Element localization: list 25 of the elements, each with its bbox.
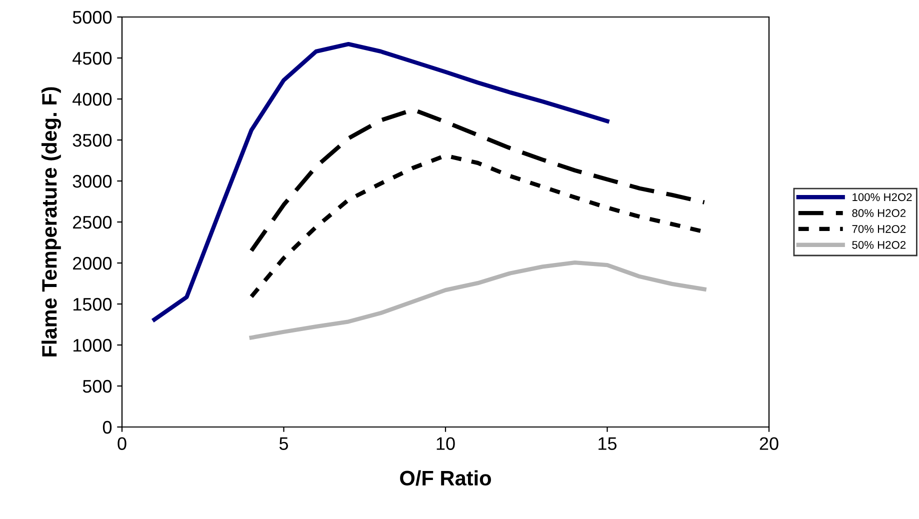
y-tick-label: 3000 (72, 174, 112, 188)
y-tick-label: 500 (82, 380, 112, 393)
y-tick-label: 5000 (72, 10, 112, 24)
y-tick-label: 4500 (72, 52, 112, 65)
y-tick-label: 0 (102, 420, 112, 434)
legend-label: 100% H2O2 (852, 193, 912, 202)
x-tick-label: 5 (279, 437, 288, 450)
line-series (249, 260, 706, 340)
x-tick-label: 15 (598, 437, 617, 450)
legend-label: 70% H2O2 (852, 225, 906, 233)
x-tick-label: 20 (760, 437, 778, 450)
y-axis-title: Flame Temperature (deg. F) (41, 87, 62, 356)
x-tick-label: 0 (118, 437, 126, 450)
y-tick-label: 2500 (73, 216, 112, 229)
y-tick-label: 4000 (72, 92, 112, 106)
y-tick-label: 1500 (73, 298, 112, 311)
y-tick-label: 3500 (72, 134, 112, 147)
x-tick-label: 10 (436, 437, 455, 450)
y-tick-label: 1000 (73, 338, 112, 352)
x-axis-title: O/F Ratio (400, 470, 491, 486)
legend-label: 50% H2O2 (852, 240, 906, 249)
legend-label: 80% H2O2 (852, 209, 906, 218)
line-series (249, 108, 706, 253)
y-tick-label: 2000 (73, 256, 112, 270)
line-series (152, 42, 610, 322)
